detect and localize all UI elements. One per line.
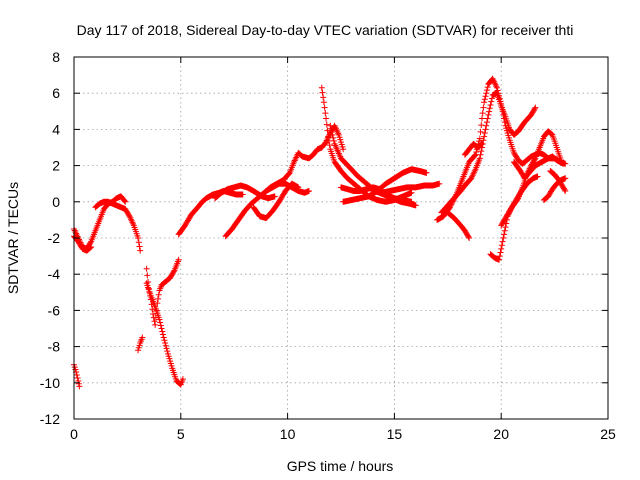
axis-ticks: 0 5 10 15 20 25 -12 -10 -8 -6 -4 -2 0 2 4 6 8 (40, 49, 616, 442)
y-tick-label: -8 (48, 339, 61, 355)
series-arc17 (370, 180, 443, 196)
series-arc22 (487, 128, 565, 263)
data-point-markers (511, 155, 569, 182)
series-arc4 (92, 198, 144, 254)
y-tick-label: -2 (48, 230, 61, 246)
y-axis-label: SDTVAR / TECUs (5, 182, 21, 294)
x-axis-label: GPS time / hours (287, 458, 394, 474)
y-tick-label: 0 (52, 194, 60, 210)
chart-title: Day 117 of 2018, Sidereal Day-to-day VTE… (77, 22, 574, 38)
y-tick-label: -6 (48, 302, 61, 318)
data-point-markers (340, 166, 430, 205)
grid-lines (74, 57, 608, 419)
y-tick-label: -4 (48, 266, 61, 282)
data-point-markers (92, 198, 144, 254)
y-tick-label: 8 (52, 49, 60, 65)
series-arc16 (340, 166, 430, 205)
series-arc23 (498, 173, 541, 229)
series-arc1 (71, 361, 83, 390)
y-tick-label: 4 (52, 121, 60, 137)
series-arc20 (444, 209, 473, 241)
data-point-markers (461, 140, 485, 158)
data-point-markers (487, 128, 565, 263)
series-arc21 (461, 140, 485, 158)
series-arc7 (143, 280, 186, 388)
data-point-markers (498, 173, 541, 229)
data-point-markers (135, 334, 146, 354)
x-tick-label: 15 (387, 426, 403, 442)
y-tick-label: -12 (40, 411, 60, 427)
series-arc5 (135, 334, 146, 354)
data-point-markers (263, 180, 312, 196)
x-tick-label: 10 (280, 426, 296, 442)
data-point-markers (370, 180, 443, 196)
series-arc12 (263, 180, 312, 196)
series-arc24 (511, 155, 569, 182)
data-points (71, 75, 569, 390)
data-point-markers (547, 168, 569, 194)
x-tick-label: 20 (493, 426, 509, 442)
x-tick-label: 25 (600, 426, 616, 442)
data-point-markers (438, 90, 539, 216)
data-point-markers (143, 280, 186, 388)
x-tick-label: 5 (177, 426, 185, 442)
x-tick-label: 0 (70, 426, 78, 442)
data-point-markers (444, 209, 473, 241)
data-point-markers (71, 361, 83, 390)
y-tick-label: 2 (52, 158, 60, 174)
y-tick-label: -10 (40, 375, 60, 391)
series-arc8 (175, 187, 246, 238)
y-tick-label: 6 (52, 85, 60, 101)
series-arc26 (547, 168, 569, 194)
data-point-markers (175, 187, 246, 238)
series-arc19 (438, 90, 539, 216)
